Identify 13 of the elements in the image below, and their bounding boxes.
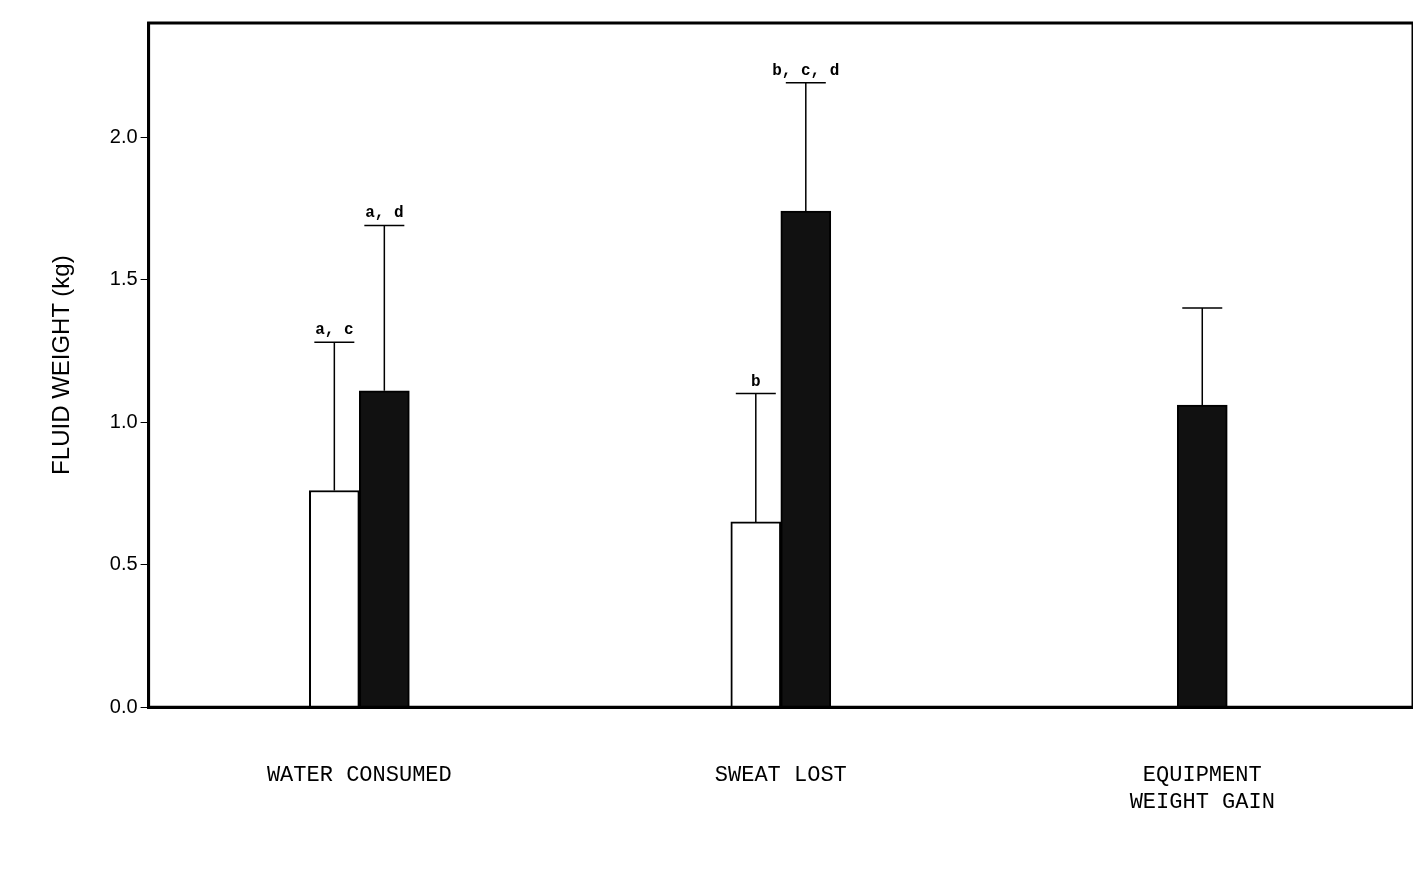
x-tick-label: WATER CONSUMED — [266, 763, 452, 789]
annotation: b, c, d — [772, 61, 840, 80]
annotation: b — [751, 372, 761, 391]
x-tick-label: SWEAT LOST — [714, 763, 847, 789]
y-tick-label: 2.0 — [109, 124, 138, 147]
annotation: a, c — [315, 321, 354, 340]
x-tick-label: EQUIPMENT WEIGHT GAIN — [1129, 763, 1275, 815]
y-tick-label: 0.0 — [109, 694, 138, 717]
y-tick-label: 0.5 — [109, 552, 138, 575]
y-axis-title: FLUID WEIGHT (kg) — [47, 255, 75, 475]
y-tick-label: 1.0 — [109, 409, 138, 432]
y-tick-label: 1.5 — [109, 267, 138, 290]
annotation: a, d — [365, 204, 404, 223]
